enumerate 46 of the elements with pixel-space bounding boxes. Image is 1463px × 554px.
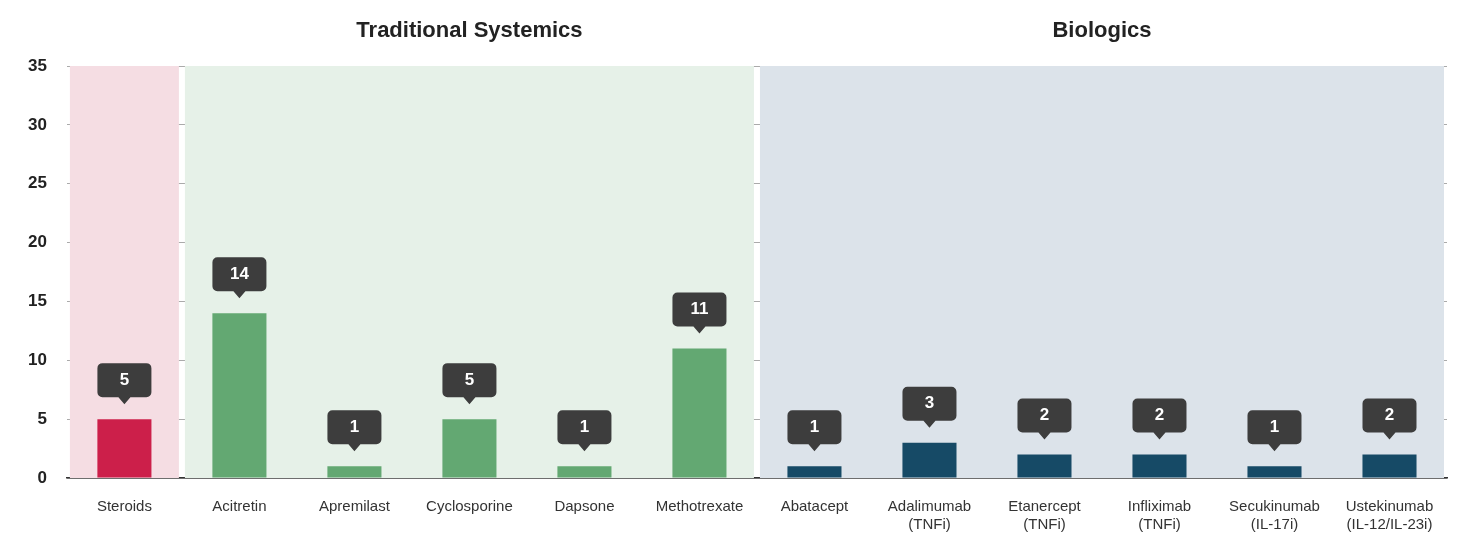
x-tick-label: Adalimumab (TNFi) <box>887 497 972 533</box>
x-tick-label: Ustekinumab (IL-12/IL-23i) <box>1345 497 1434 533</box>
data-label: 1 <box>349 416 360 436</box>
bar <box>212 313 267 478</box>
y-tick-label: 20 <box>27 232 47 252</box>
y-tick-label: 5 <box>37 408 47 428</box>
data-label: 3 <box>924 393 935 413</box>
bar <box>97 419 152 478</box>
bar <box>557 466 612 478</box>
x-tick-label: Methotrexate <box>655 497 744 515</box>
bar <box>1247 466 1302 478</box>
bar <box>1362 454 1417 478</box>
data-label: 1 <box>809 416 820 436</box>
x-tick-label: Infliximab (TNFi) <box>1127 497 1192 533</box>
x-tick-label: Secukinumab (IL-17i) <box>1229 497 1320 533</box>
bar <box>672 348 727 478</box>
x-tick-label: Steroids <box>96 497 152 515</box>
bar <box>787 466 842 478</box>
data-label: 1 <box>1269 416 1280 436</box>
bar <box>1017 454 1072 478</box>
bar <box>442 419 497 478</box>
data-label: 2 <box>1154 405 1165 425</box>
y-tick-label: 15 <box>27 291 47 311</box>
band-label: Biologics <box>1052 17 1152 43</box>
data-label: 2 <box>1039 405 1050 425</box>
x-tick-label: Acitretin <box>212 497 267 515</box>
y-tick-label: 25 <box>27 173 47 193</box>
x-tick-label: Cyclosporine <box>426 497 513 515</box>
bar <box>1132 454 1187 478</box>
x-tick-label: Abatacept <box>780 497 850 515</box>
y-tick-label: 35 <box>27 55 47 75</box>
data-label: 5 <box>119 369 130 389</box>
y-tick-label: 30 <box>27 114 47 134</box>
data-label: 11 <box>690 299 709 319</box>
data-label: 1 <box>579 416 590 436</box>
y-tick-label: 10 <box>27 349 47 369</box>
x-tick-label: Dapsone <box>554 497 615 515</box>
data-label: 2 <box>1384 405 1395 425</box>
x-tick-label: Etanercept (TNFi) <box>1008 497 1082 533</box>
band-label: Traditional Systemics <box>356 17 583 43</box>
data-label: 5 <box>464 369 475 389</box>
y-tick-label: 0 <box>37 467 47 487</box>
x-tick-label: Apremilast <box>319 497 391 515</box>
data-label: 14 <box>229 263 250 283</box>
bar <box>327 466 382 478</box>
bar <box>902 442 957 478</box>
